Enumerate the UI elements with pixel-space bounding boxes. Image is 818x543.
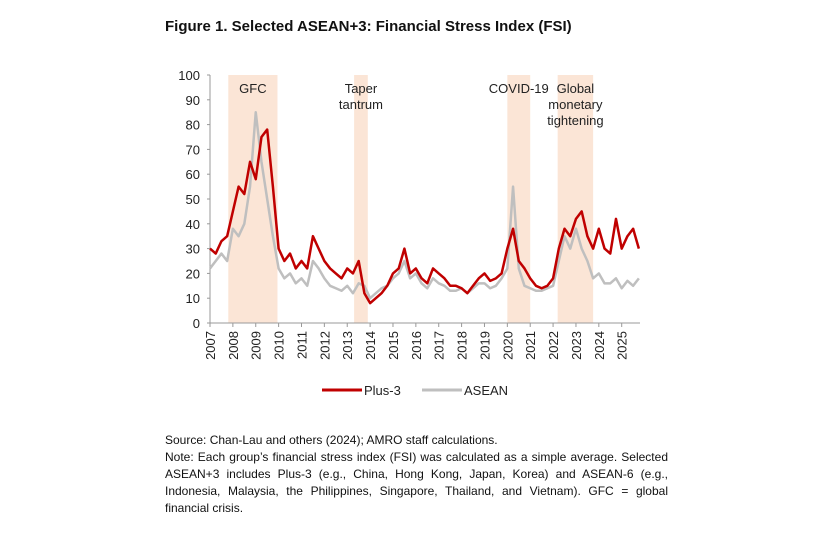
x-tick-label: 2015 — [386, 331, 401, 360]
chart-title: Figure 1. Selected ASEAN+3: Financial St… — [165, 18, 572, 35]
y-tick-label: 80 — [186, 118, 200, 133]
legend-label: ASEAN — [464, 383, 508, 398]
y-tick-label: 50 — [186, 192, 200, 207]
x-tick-label: 2019 — [477, 331, 492, 360]
x-tick-label: 2025 — [615, 331, 630, 360]
y-tick-label: 10 — [186, 291, 200, 306]
y-tick-label: 100 — [178, 68, 200, 83]
x-tick-label: 2009 — [249, 331, 264, 360]
y-tick-label: 0 — [193, 316, 200, 331]
series-line — [209, 110, 640, 300]
x-tick-label: 2013 — [340, 331, 355, 360]
y-tick-label: 30 — [186, 242, 200, 257]
y-tick-label: 70 — [186, 142, 200, 157]
x-tick-label: 2020 — [500, 331, 515, 360]
shaded-period — [557, 75, 594, 323]
period-label: Taper — [345, 81, 378, 96]
period-label: GFC — [239, 81, 266, 96]
x-tick-label: 2010 — [272, 331, 287, 360]
source-note: Source: Chan-Lau and others (2024); AMRO… — [165, 433, 498, 447]
note: Note: Each group’s financial stress inde… — [165, 450, 668, 515]
y-tick-label: 60 — [186, 167, 200, 182]
x-tick-label: 2012 — [317, 331, 332, 360]
x-tick-label: 2022 — [546, 331, 561, 360]
period-label: tightening — [547, 113, 603, 128]
notes: Source: Chan-Lau and others (2024); AMRO… — [165, 432, 668, 517]
x-tick-label: 2007 — [203, 331, 218, 360]
shaded-period — [507, 75, 531, 323]
y-tick-label: 40 — [186, 217, 200, 232]
period-label: COVID-19 — [489, 81, 549, 96]
x-tick-label: 2016 — [409, 331, 424, 360]
series-line — [209, 128, 641, 305]
x-tick-label: 2021 — [523, 331, 538, 360]
x-tick-label: 2018 — [455, 331, 470, 360]
period-label: tantrum — [339, 97, 383, 112]
x-tick-label: 2008 — [226, 331, 241, 360]
x-tick-label: 2024 — [592, 331, 607, 360]
x-tick-label: 2011 — [294, 331, 309, 359]
x-tick-label: 2014 — [363, 331, 378, 360]
legend-label: Plus-3 — [364, 383, 401, 398]
period-label: Global — [557, 81, 595, 96]
x-tick-label: 2017 — [432, 331, 447, 360]
period-label: monetary — [548, 97, 603, 112]
x-tick-label: 2023 — [569, 331, 584, 360]
y-tick-label: 20 — [186, 266, 200, 281]
y-tick-label: 90 — [186, 93, 200, 108]
